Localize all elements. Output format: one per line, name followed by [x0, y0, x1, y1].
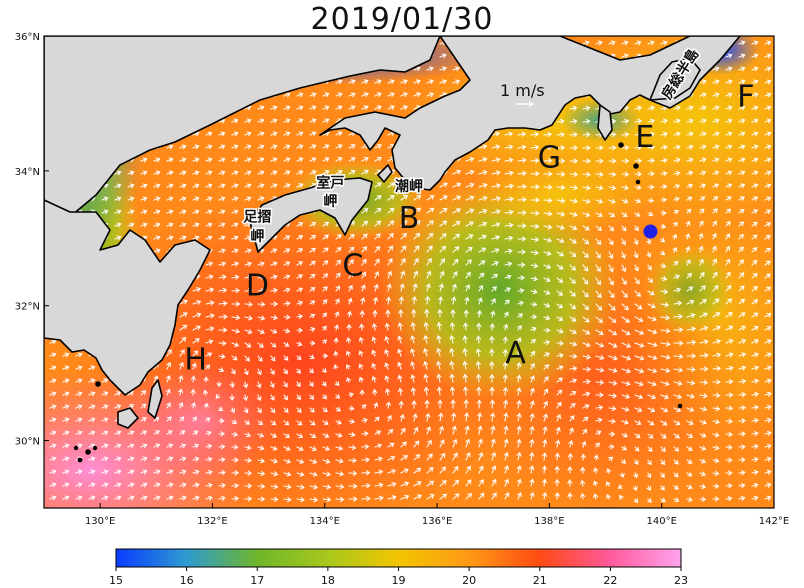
colorbar-tick-label: 22: [603, 574, 617, 587]
colorbar-tick-label: 20: [462, 574, 476, 587]
colorbar-tick-label: 15: [109, 574, 123, 587]
colorbar-tick-label: 18: [321, 574, 335, 587]
region-label-b: B: [399, 201, 420, 236]
land-masses: [44, 36, 741, 463]
scale-vector-label: 1 m/s: [500, 81, 545, 100]
scale-vector: 1 m/s: [500, 81, 545, 107]
izu-peninsula: [597, 104, 613, 141]
observation-point-marker: [643, 224, 658, 239]
latitude-axis: 36°N 34°N 32°N 30°N: [15, 32, 49, 448]
colorbar-tick-label: 17: [250, 574, 264, 587]
region-label-f: F: [737, 80, 754, 115]
lon-tick-label: 136°E: [422, 516, 452, 527]
yakushima: [117, 407, 139, 429]
lon-tick-label: 140°E: [646, 516, 676, 527]
region-label-e: E: [635, 120, 654, 155]
boso-peninsula: [649, 57, 701, 101]
region-label-h: H: [184, 343, 207, 378]
lon-tick-label: 142°E: [759, 516, 789, 527]
place-label: 足摺: [243, 209, 271, 225]
colorbar-tick-label: 19: [392, 574, 406, 587]
colorbar: 15 16 17 18 19 20 21 22 23: [109, 548, 688, 587]
lon-tick-label: 130°E: [85, 516, 115, 527]
place-label: 岬: [250, 229, 264, 245]
colorbar-tick-label: 23: [674, 574, 688, 587]
colorbar-tick-label: 21: [533, 574, 547, 587]
colorbar-tick-label: 16: [180, 574, 194, 587]
map-frame: [43, 35, 775, 509]
lon-tick-label: 134°E: [310, 516, 340, 527]
region-label-a: A: [505, 336, 526, 371]
honshu-kinki-tokai: [319, 36, 741, 191]
kyushu: [44, 199, 211, 396]
longitude-axis: 130°E 132°E 134°E 136°E 138°E 140°E 142°E: [85, 503, 789, 527]
shikoku: [249, 177, 373, 253]
lat-tick-label: 32°N: [15, 302, 40, 313]
place-label: 室戸: [316, 175, 344, 192]
region-label-c: C: [342, 248, 363, 283]
lat-tick-label: 36°N: [15, 32, 40, 43]
tanegashima: [147, 379, 163, 419]
lat-tick-label: 30°N: [15, 437, 40, 448]
lat-tick-label: 34°N: [15, 167, 40, 178]
awaji-island: [377, 164, 393, 183]
region-label-d: D: [246, 268, 269, 303]
place-label: 岬: [323, 194, 337, 210]
colorbar-ticks: 15 16 17 18 19 20 21 22 23: [109, 567, 688, 587]
place-label: 潮岬: [395, 178, 423, 195]
map-title: 2019/01/30: [310, 2, 494, 37]
colorbar-gradient: [115, 548, 682, 568]
scale-arrow-head: [529, 101, 534, 107]
region-labels: A B C D E F G H: [184, 80, 754, 378]
lon-tick-label: 138°E: [534, 516, 564, 527]
lon-tick-label: 132°E: [197, 516, 227, 527]
region-label-g: G: [538, 140, 561, 175]
